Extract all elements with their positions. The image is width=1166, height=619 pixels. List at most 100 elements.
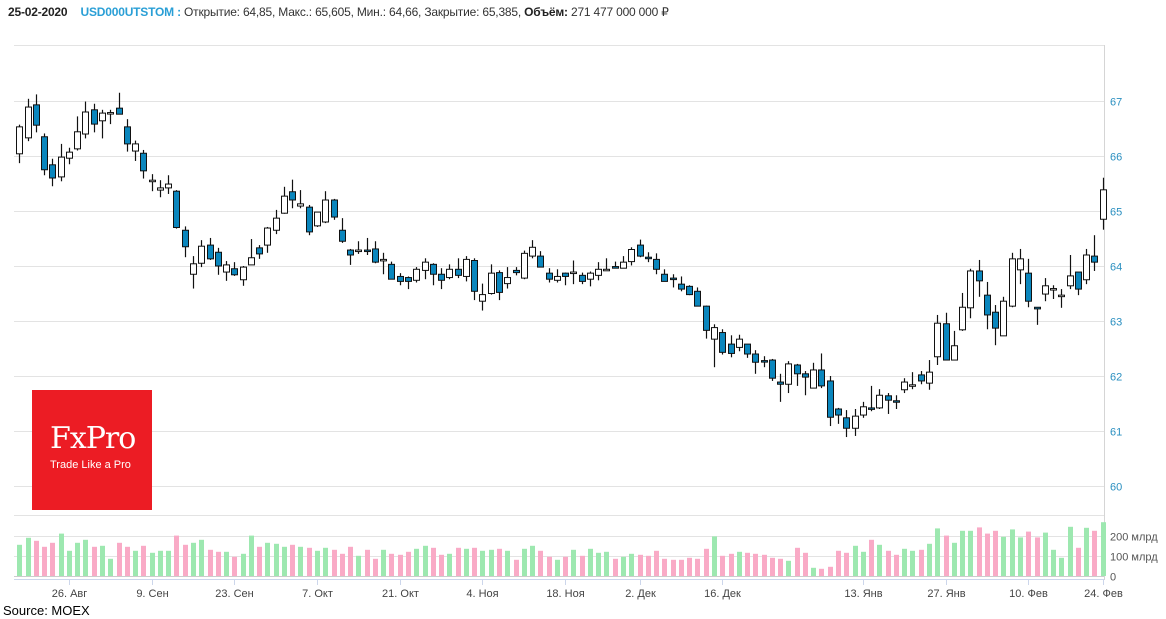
volume-bar — [340, 553, 345, 576]
candle-down — [347, 249, 354, 256]
candle-down — [1091, 255, 1098, 263]
candle-up — [322, 199, 329, 223]
volume-bar — [365, 549, 370, 576]
x-tick-label: 18. Ноя — [546, 588, 584, 600]
price-tick-label: 62 — [1110, 372, 1122, 384]
volume-bar — [348, 546, 353, 576]
x-tick-label: 4. Ноя — [466, 588, 498, 600]
volume-bar — [844, 552, 849, 576]
volume-bar — [257, 546, 262, 576]
x-tick-label: 2. Дек — [625, 588, 656, 600]
candle-up — [1042, 285, 1049, 295]
candle-down — [703, 305, 710, 331]
volume-bar — [241, 553, 246, 576]
volume-bar — [977, 527, 982, 576]
volume-bar — [42, 546, 47, 576]
candle-down — [670, 277, 677, 281]
candle-down — [397, 275, 404, 282]
candle-up — [240, 266, 247, 281]
volume-bar — [17, 544, 22, 576]
candle-up — [521, 252, 528, 279]
date-label: 25-02-2020 — [8, 5, 68, 19]
volume-bar — [786, 560, 791, 576]
volume-bar — [704, 548, 709, 576]
candle-down — [289, 191, 296, 201]
volume-bar — [853, 545, 858, 576]
grid-lines — [14, 45, 1105, 580]
candle-up — [587, 272, 594, 280]
candle-down — [918, 374, 925, 382]
candle-up — [620, 261, 627, 269]
candle-down — [124, 126, 131, 145]
logo-tagline: Trade Like a Pro — [50, 459, 131, 471]
volume-bar — [1035, 537, 1040, 576]
candle-down — [612, 266, 619, 269]
volume-bar — [1101, 522, 1106, 576]
candle-up — [926, 371, 933, 384]
x-tick-label: 9. Сен — [136, 588, 168, 600]
candle-up — [529, 246, 536, 257]
volume-tick-label: 200 млрд — [1110, 532, 1158, 544]
candle-up — [99, 112, 106, 122]
volume-bar — [323, 547, 328, 576]
candle-down — [984, 294, 991, 316]
candle-up — [785, 363, 792, 385]
volume-bar — [555, 559, 560, 576]
candle-up — [273, 217, 280, 231]
volume-bar — [249, 535, 254, 576]
high-value: 65,605 — [315, 5, 351, 19]
volume-bar — [1059, 557, 1064, 576]
x-tick-label: 26. Авг — [52, 588, 88, 600]
candle-up — [223, 264, 230, 273]
volume-bar — [406, 551, 411, 576]
candle-up — [132, 143, 139, 152]
candle-down — [364, 249, 371, 253]
volume-bar — [1051, 549, 1056, 576]
candle-down — [777, 381, 784, 385]
volume-bar — [464, 548, 469, 576]
volume-bar — [910, 550, 915, 576]
candle-up — [165, 183, 172, 189]
volume-bar — [480, 550, 485, 576]
candle-down — [372, 248, 379, 263]
x-tick-label: 7. Окт — [302, 588, 333, 600]
candle-up — [934, 322, 941, 358]
volume-bar — [456, 547, 461, 576]
candle-up — [488, 272, 495, 294]
volume-bar — [158, 550, 163, 576]
x-tick-label: 16. Дек — [704, 588, 741, 600]
candle-down — [661, 273, 668, 282]
candle-up — [58, 156, 65, 178]
volume-bar — [547, 556, 552, 576]
volume-bar — [877, 544, 882, 576]
price-tick-label: 63 — [1110, 317, 1122, 329]
close-value: 65,385 — [482, 5, 518, 19]
candle-down — [140, 152, 147, 172]
volume-tick-label: 100 млрд — [1110, 552, 1158, 564]
volume-bar — [208, 549, 213, 576]
volume-bar — [423, 545, 428, 576]
candle-up — [736, 338, 743, 348]
candle-down — [537, 255, 544, 268]
volume-bar — [75, 542, 80, 576]
candle-down — [678, 283, 685, 290]
volume-bar — [100, 545, 105, 576]
x-tick-label: 13. Янв — [844, 588, 882, 600]
volume-bar — [596, 552, 601, 576]
candle-up — [628, 249, 635, 263]
candle-up — [595, 268, 602, 276]
volume-bar — [174, 535, 179, 576]
candle-up — [504, 277, 511, 285]
candle-down — [794, 364, 801, 375]
volume-bar — [307, 547, 312, 576]
volume-bar — [224, 551, 229, 576]
candle-up — [711, 327, 718, 340]
candle-down — [818, 369, 825, 387]
candle-up — [479, 294, 486, 302]
volume-bar — [522, 548, 527, 576]
candle-down — [802, 373, 809, 378]
volume-bar — [191, 542, 196, 576]
volume-bar — [1068, 526, 1073, 576]
volume-bar — [935, 528, 940, 576]
